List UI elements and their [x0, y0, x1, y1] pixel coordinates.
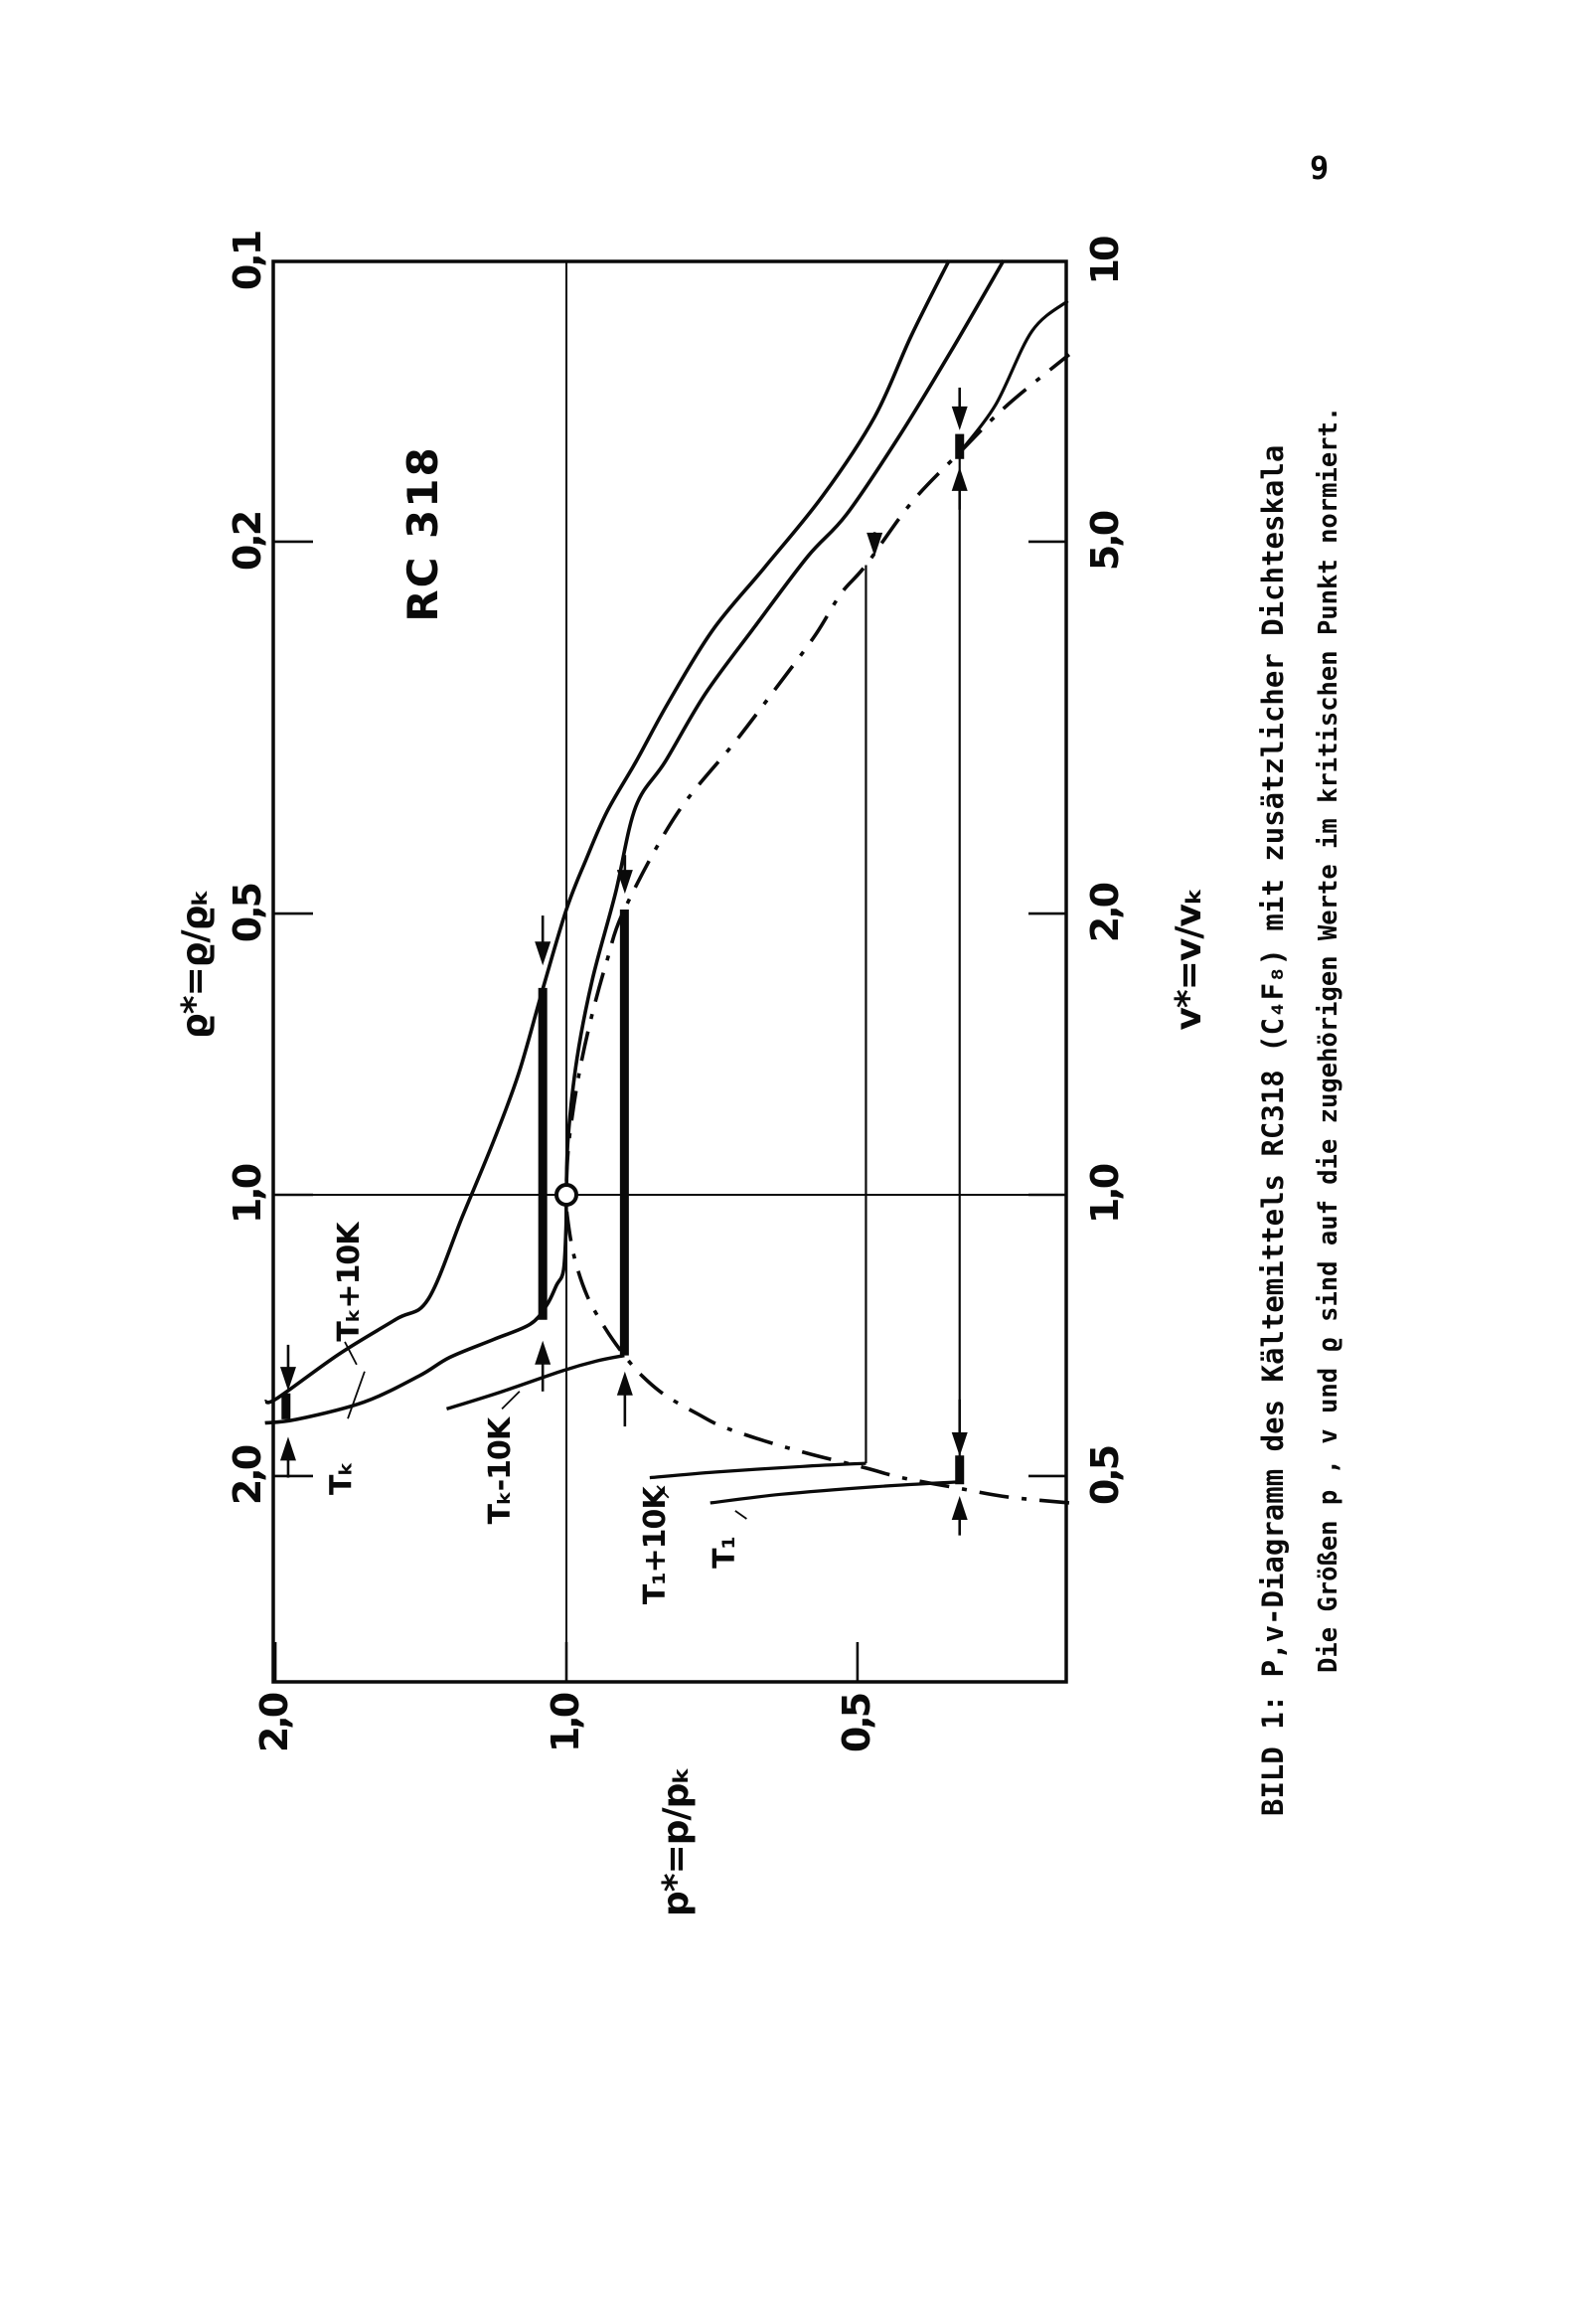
isotherm-T1-liquid — [710, 1480, 960, 1505]
arrow-head-icon — [616, 1371, 633, 1396]
curve-label-leader — [656, 1485, 670, 1499]
arrow-head-icon — [951, 466, 968, 491]
caption-line-1: BILD 1: P,v-Diagramm des Kältemittels RC… — [1256, 445, 1290, 1816]
density-tick-label: 0,5 — [226, 884, 269, 942]
density-tick-label: 0,1 — [226, 232, 269, 290]
arrow-head-icon — [951, 1496, 968, 1521]
arrow-head-icon — [279, 1436, 296, 1461]
curve-label: Tₖ+10K — [332, 1221, 367, 1342]
isotherm-Tk-10K-liquid — [445, 1353, 625, 1411]
volume-tick-label: 5,0 — [1083, 511, 1127, 571]
chart-title: RC 318 — [398, 445, 447, 621]
axis-label-density: ϱ*=ϱ/ϱₖ — [175, 890, 216, 1039]
curve-label-leader — [734, 1510, 747, 1520]
arrow-head-icon — [951, 1432, 968, 1457]
axis-label-pressure: p*=p/pₖ — [656, 1767, 697, 1916]
arrow-head-icon — [616, 870, 633, 895]
plot-frame — [271, 259, 1068, 1684]
pressure-tick-label: 2,0 — [252, 1693, 296, 1752]
density-tick-label: 0,2 — [226, 512, 269, 571]
curve-label: T₁+10K — [638, 1485, 673, 1604]
page-number: 9 — [1310, 149, 1330, 187]
pressure-tick-label: 1,0 — [544, 1693, 587, 1752]
arrow-head-icon — [867, 532, 883, 557]
density-tick-label: 1,0 — [226, 1164, 269, 1224]
caption-line-2: Die Größen p , v und ϱ sind auf die zuge… — [1314, 407, 1343, 1673]
isotherm-Tk+10K — [264, 259, 951, 1405]
arrow-head-icon — [535, 941, 552, 966]
volume-tick-label: 0,5 — [1083, 1446, 1127, 1505]
coexistence-curve — [564, 353, 1071, 1505]
volume-tick-label: 1,0 — [1083, 1164, 1127, 1224]
axis-label-volume: v*=v/vₖ — [1169, 888, 1209, 1030]
arrow-head-icon — [279, 1367, 296, 1392]
volume-tick-label: 10 — [1083, 237, 1127, 284]
volume-tick-label: 2,0 — [1083, 883, 1127, 942]
isotherm-Tk — [264, 259, 1006, 1425]
isotherm-T1-gas — [958, 299, 1069, 454]
curve-label: Tₖ — [324, 1462, 359, 1495]
curve-label-leader — [344, 1341, 358, 1366]
arrow-head-icon — [535, 1340, 552, 1365]
curve-label: Tₖ-10K — [483, 1415, 518, 1524]
pressure-tick-label: 0,5 — [835, 1694, 878, 1752]
curve-label-leader — [501, 1391, 521, 1411]
isotherm-T1+10K-liquid — [649, 1461, 867, 1480]
arrow-head-icon — [951, 406, 968, 430]
critical-point-marker — [554, 1183, 578, 1207]
density-tick-label: 2,0 — [226, 1445, 269, 1505]
curve-label: T₁ — [708, 1537, 742, 1569]
curve-label-leader — [347, 1371, 366, 1419]
